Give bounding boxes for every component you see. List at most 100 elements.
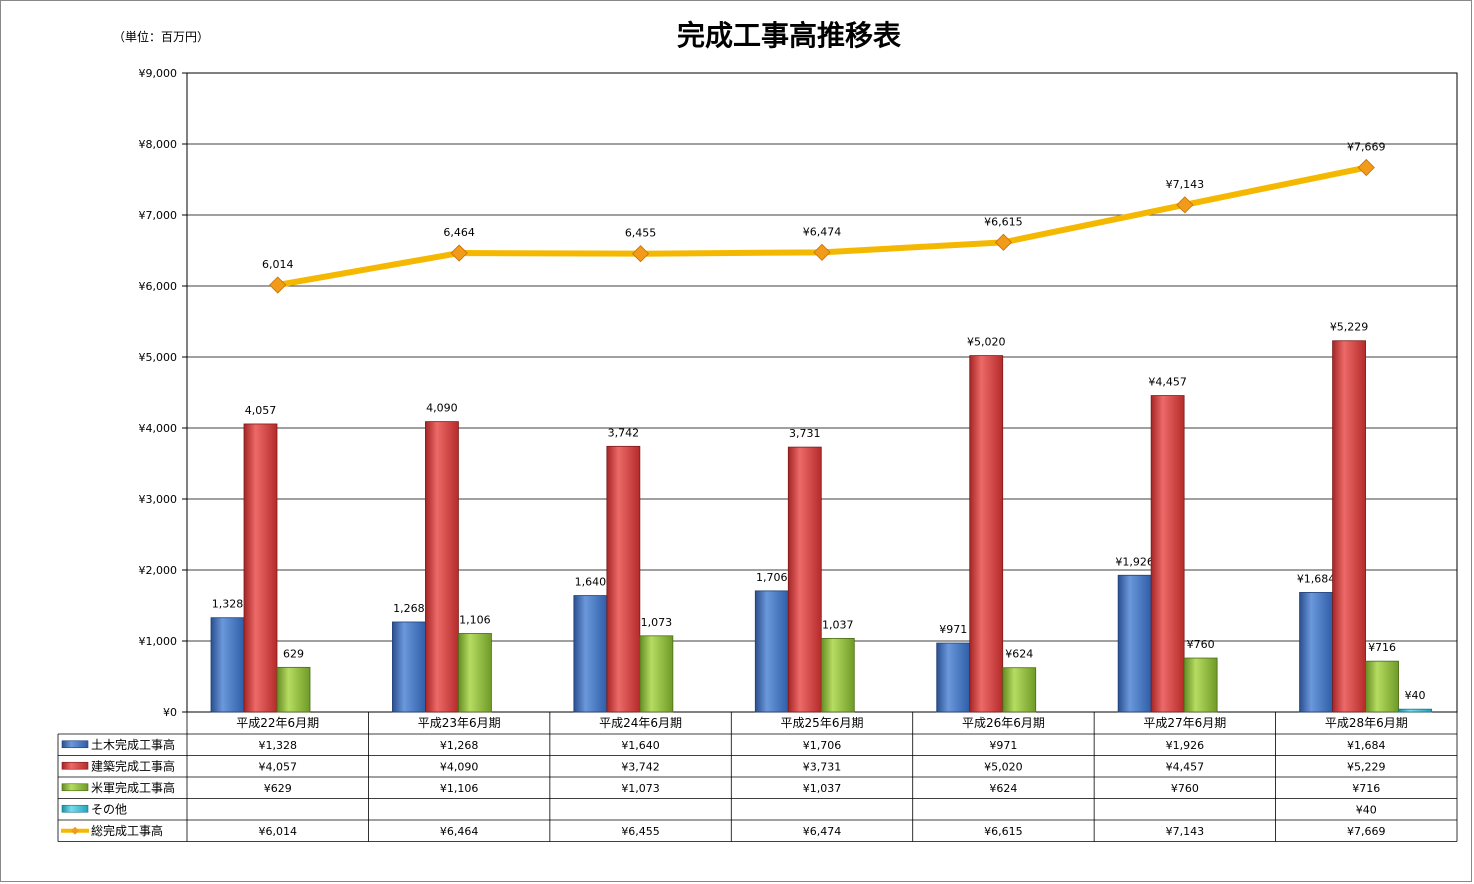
table-cell-kenchiku: ¥5,229 [1347, 760, 1386, 773]
data-label-total: 6,464 [443, 226, 475, 239]
data-label-doboku: 1,640 [575, 576, 607, 589]
plot-border [186, 72, 1458, 713]
legend-key-beigun [61, 783, 89, 792]
bar-doboku [754, 590, 789, 713]
data-label-total: 6,455 [625, 227, 657, 240]
y-tick-label: ¥7,000 [139, 209, 178, 222]
table-cell-kenchiku: ¥4,090 [440, 760, 479, 773]
data-label-beigun: 1,037 [822, 618, 854, 631]
legend-label-other: その他 [91, 802, 127, 816]
table-cell-total: ¥7,669 [1347, 825, 1386, 838]
table-cell-kenchiku: ¥4,057 [258, 760, 297, 773]
bar-doboku [392, 621, 426, 713]
data-label-kenchiku: ¥4,457 [1148, 376, 1187, 389]
point-total [1176, 196, 1194, 214]
unit-label: （単位：百万円） [113, 29, 209, 44]
table-cell-doboku: ¥1,684 [1347, 739, 1386, 752]
table-cell-beigun: ¥1,037 [803, 782, 842, 795]
legend-label-total: 総完成工事高 [91, 823, 163, 838]
table-cell-doboku: ¥971 [989, 739, 1017, 752]
bar-other [1398, 708, 1432, 713]
data-label-doboku: 1,268 [393, 602, 425, 615]
category-label: 平成27年6月期 [1143, 716, 1226, 730]
point-total [269, 276, 287, 294]
table-cell-total: ¥6,474 [803, 825, 842, 838]
data-label-kenchiku: 3,742 [608, 426, 640, 439]
category-label: 平成22年6月期 [236, 716, 319, 730]
legend-key-other [61, 804, 89, 813]
data-label-kenchiku: 3,731 [789, 427, 821, 440]
table-cell-other: ¥40 [1356, 803, 1377, 816]
bar-beigun [1183, 657, 1218, 713]
plot-area: ¥0 ¥1,000 ¥2,000 ¥3,000 ¥4,000 ¥5,000 ¥6,000 ¥7… [139, 67, 1458, 719]
bar-kenchiku [969, 355, 1004, 713]
table-cell-beigun: ¥716 [1352, 782, 1380, 795]
data-label-doboku: ¥1,926 [1115, 555, 1154, 568]
table-cell-total: ¥6,455 [621, 825, 660, 838]
bar-kenchiku [1150, 395, 1185, 713]
data-label-total: ¥6,615 [984, 215, 1023, 228]
data-label-total: ¥6,474 [803, 225, 842, 238]
bar-kenchiku [606, 445, 641, 713]
table-cell-total: ¥6,615 [984, 825, 1023, 838]
bar-doboku [936, 642, 971, 713]
data-label-doboku: ¥971 [939, 623, 967, 636]
bar-beigun [820, 637, 855, 713]
data-label-doboku: 1,328 [212, 598, 244, 611]
bar-beigun [1365, 660, 1399, 713]
bar-kenchiku [1332, 340, 1366, 713]
point-total [632, 245, 650, 263]
legend-label-doboku: 土木完成工事高 [91, 737, 175, 752]
data-table: 平成22年6月期 平成23年6月期 平成24年6月期 平成25年6月期 平成26年6月期… [57, 712, 1458, 842]
bar-beigun [1002, 667, 1037, 713]
table-cell-doboku: ¥1,706 [803, 739, 842, 752]
legend-key-kenchiku [61, 761, 89, 770]
legend-key-marker-total [71, 826, 79, 835]
table-cell-beigun: ¥1,073 [621, 782, 660, 795]
data-label-beigun: ¥760 [1187, 638, 1215, 651]
table-cell-doboku: ¥1,328 [258, 739, 297, 752]
data-label-beigun: ¥716 [1368, 641, 1396, 654]
bar-doboku [210, 617, 245, 713]
data-label-doboku: 1,706 [756, 571, 788, 584]
data-label-kenchiku: 4,090 [426, 402, 458, 415]
y-tick-label: ¥0 [163, 706, 177, 719]
table-cell-kenchiku: ¥3,742 [621, 760, 660, 773]
table-cell-doboku: ¥1,268 [440, 739, 479, 752]
table-cell-kenchiku: ¥3,731 [803, 760, 842, 773]
bar-beigun [458, 633, 492, 713]
data-label-beigun: ¥624 [1005, 648, 1033, 661]
point-total [1357, 158, 1375, 177]
table-cell-total: ¥6,014 [258, 825, 297, 838]
bar-kenchiku [787, 446, 822, 713]
legend-key-doboku [61, 740, 89, 749]
table-cell-beigun: ¥760 [1171, 782, 1199, 795]
bar-kenchiku [243, 423, 278, 713]
bar-doboku [573, 595, 608, 713]
data-label-kenchiku: ¥5,229 [1330, 321, 1369, 334]
y-tick-label: ¥4,000 [139, 422, 178, 435]
y-tick-label: ¥8,000 [139, 138, 178, 151]
point-total [994, 233, 1012, 251]
point-total [450, 244, 468, 262]
category-label: 平成25年6月期 [781, 716, 864, 730]
data-label-total: ¥7,669 [1347, 141, 1386, 154]
table-cell-kenchiku: ¥5,020 [984, 760, 1023, 773]
y-tick-label: ¥1,000 [139, 635, 178, 648]
data-label-total: ¥7,143 [1166, 178, 1205, 191]
y-tick-label: ¥6,000 [139, 280, 178, 293]
table-cell-total: ¥6,464 [440, 825, 479, 838]
table-cell-total: ¥7,143 [1166, 825, 1205, 838]
chart-title: 完成工事高推移表 [677, 19, 901, 52]
y-tick-label: ¥5,000 [139, 351, 178, 364]
table-cell-beigun: ¥1,106 [440, 782, 479, 795]
category-label: 平成23年6月期 [418, 716, 501, 730]
table-cell-beigun: ¥629 [264, 782, 292, 795]
table-cell-kenchiku: ¥4,457 [1166, 760, 1205, 773]
data-label-total: 6,014 [262, 258, 294, 271]
data-label-kenchiku: 4,057 [245, 404, 277, 417]
table-cell-beigun: ¥624 [989, 782, 1017, 795]
bar-kenchiku [425, 421, 459, 713]
